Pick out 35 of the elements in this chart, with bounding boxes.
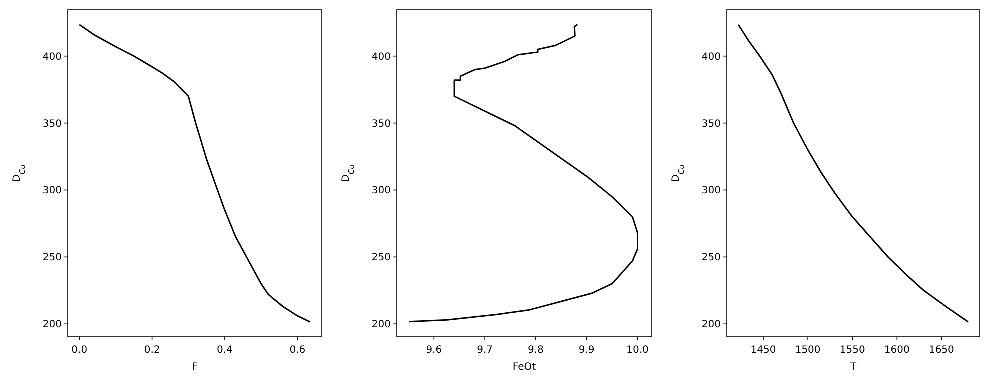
x-tick-label: 0.6: [290, 345, 306, 356]
y-tick-label: 200: [42, 320, 62, 331]
y-tick-label: 250: [42, 252, 62, 264]
x-tick-label: 9.8: [528, 345, 544, 356]
x-tick-label: 0.0: [72, 345, 88, 356]
x-tick-label: 1500: [795, 345, 821, 356]
y-tick-label: 250: [372, 252, 391, 264]
x-tick-label: 9.9: [578, 345, 595, 356]
x-tick-label: 0.2: [144, 345, 160, 356]
line-series: [78, 24, 312, 323]
x-tick-label: 10.0: [626, 345, 649, 356]
line-series: [408, 24, 638, 323]
y-tick-label: 400: [702, 52, 721, 63]
line-series: [738, 24, 970, 323]
x-tick-label: 1550: [840, 345, 866, 356]
y-tick-label: 200: [372, 320, 391, 331]
x-tick-label: 1650: [928, 345, 954, 356]
x-axis-title: F: [192, 362, 198, 373]
y-tick-label: 350: [372, 118, 391, 130]
y-tick-label: 350: [42, 118, 62, 130]
y-tick-label: 350: [702, 118, 721, 130]
x-axis-title: FeOt: [512, 362, 536, 373]
x-tick-label: 1450: [750, 345, 776, 356]
x-tick-label: 0.4: [217, 345, 233, 356]
y-tick-label: 300: [702, 186, 721, 197]
x-tick-label: 9.6: [426, 345, 442, 356]
y-tick-label: 300: [372, 186, 391, 197]
x-tick-label: 9.7: [477, 345, 494, 356]
x-axis-title: T: [849, 362, 858, 373]
x-tick-label: 1600: [884, 345, 910, 356]
y-tick-label: 400: [42, 52, 62, 63]
y-tick-label: 250: [702, 252, 721, 264]
y-tick-label: 200: [702, 320, 721, 331]
y-tick-label: 300: [42, 186, 62, 197]
y-tick-label: 400: [372, 52, 391, 63]
